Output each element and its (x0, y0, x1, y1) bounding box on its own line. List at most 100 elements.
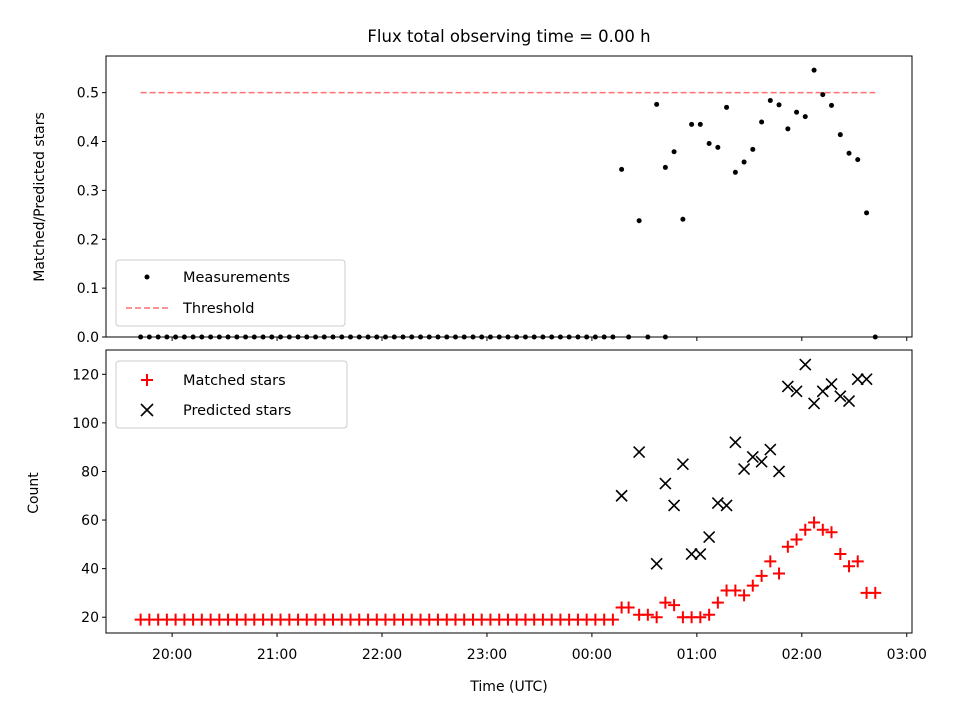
bottom-plot-marks (134, 358, 882, 626)
matched-star-marker (746, 579, 759, 592)
measurement-point (811, 67, 817, 73)
x-tick-label: 03:00 (887, 647, 927, 663)
matched-star-marker (729, 584, 742, 597)
bottom-legend-box (115, 360, 348, 429)
predicted-star-marker (816, 385, 829, 398)
matched-star-marker (816, 523, 829, 536)
legend-predicted-stars-marker (140, 403, 154, 417)
predicted-star-marker (851, 373, 864, 386)
matched-star-marker (790, 533, 803, 546)
bottom-y-ticks: 20 40 60 80 100 120 (72, 367, 106, 626)
top-y-tick-label: 0.5 (77, 86, 99, 102)
measurement-point (654, 101, 660, 107)
measurement-point (724, 104, 730, 110)
predicted-star-marker (764, 443, 777, 456)
matched-star-marker (869, 586, 882, 599)
measurement-point (715, 144, 721, 150)
matched-star-marker (650, 611, 663, 624)
predicted-star-marker (703, 530, 716, 544)
matched-star-marker (781, 540, 794, 553)
matched-star-marker (851, 555, 864, 568)
top-y-tick-label: 0.0 (77, 330, 99, 346)
measurement-point (864, 210, 870, 216)
legend-predicted-stars-label: Predicted stars (183, 403, 291, 419)
predicted-star-marker (720, 499, 733, 512)
measurement-point (706, 140, 712, 146)
measurement-point (697, 121, 703, 127)
matched-star-marker (703, 608, 716, 621)
top-panel: 0.0 0.1 0.2 0.3 0.4 0.5 Matched/Predicted sta… (32, 55, 913, 346)
measurement-point (837, 132, 843, 138)
measurement-point (750, 146, 756, 152)
predicted-star-marker (659, 477, 672, 490)
bottom-y-tick-label: 20 (81, 610, 99, 626)
bottom-y-tick-label: 40 (81, 562, 99, 578)
top-y-tick-label: 0.2 (77, 232, 99, 248)
bottom-y-tick-label: 100 (72, 416, 99, 432)
matched-star-marker (659, 596, 672, 609)
matched-star-marker (622, 601, 635, 614)
predicted-star-marker (685, 547, 698, 561)
measurement-point (776, 102, 782, 108)
measurement-point (829, 102, 835, 108)
predicted-star-marker (615, 489, 628, 502)
legend-measurements-marker (144, 274, 150, 280)
matched-star-marker (825, 526, 838, 539)
measurement-point (820, 92, 826, 98)
matched-star-marker (808, 516, 821, 529)
x-tick-label: 23:00 (467, 647, 507, 663)
predicted-star-marker (799, 358, 812, 371)
measurement-point (802, 114, 808, 120)
top-y-tick-label: 0.1 (77, 281, 99, 297)
measurement-point (619, 166, 625, 172)
measurement-point (855, 157, 861, 163)
top-legend: Measurements Threshold (115, 259, 346, 327)
legend-matched-stars-label: Matched stars (183, 373, 286, 389)
matched-star-marker (668, 599, 681, 612)
predicted-star-marker (668, 499, 681, 512)
legend-measurements-label: Measurements (183, 270, 290, 286)
predicted-star-marker (790, 385, 803, 398)
measurement-point (759, 119, 765, 125)
legend-threshold-label: Threshold (182, 301, 254, 317)
predicted-star-marker (808, 397, 821, 410)
top-y-tick-label: 0.4 (77, 135, 99, 151)
predicted-star-marker (772, 465, 786, 478)
matched-star-marker (834, 548, 847, 561)
matched-star-marker (606, 613, 619, 626)
predicted-star-marker (711, 496, 724, 510)
measurement-point (689, 121, 695, 127)
matched-star-marker (773, 567, 786, 580)
predicted-star-marker (694, 547, 707, 561)
matched-star-marker (694, 611, 707, 624)
measurement-point (785, 126, 791, 132)
measurement-point (741, 159, 747, 165)
predicted-star-marker (738, 462, 751, 476)
predicted-star-marker (825, 377, 838, 391)
predicted-star-marker (781, 380, 794, 393)
x-tick-label: 00:00 (572, 647, 612, 663)
matched-star-marker (711, 596, 724, 609)
x-tick-label: 01:00 (677, 647, 717, 663)
x-tick-label: 02:00 (782, 647, 822, 663)
top-legend-box (115, 259, 346, 327)
legend-matched-stars-marker (141, 374, 153, 386)
predicted-star-marker (755, 455, 768, 468)
bottom-panel: 20 40 60 80 100 120 20:00 21:00 22:00 23:00 00:00… (26, 349, 927, 695)
measurement-point (680, 216, 686, 222)
matched-star-marker (755, 569, 768, 582)
measurement-point (846, 150, 852, 156)
top-y-ticks: 0.0 0.1 0.2 0.3 0.4 0.5 (77, 86, 106, 346)
matched-star-marker (799, 523, 812, 536)
bottom-y-tick-label: 60 (81, 513, 99, 529)
measurement-point (671, 149, 677, 155)
matched-star-marker (764, 555, 777, 568)
top-plot-frame (105, 55, 913, 338)
predicted-star-marker (746, 450, 759, 463)
predicted-star-marker (650, 557, 663, 570)
x-tick-label: 22:00 (362, 647, 402, 663)
predicted-star-marker (676, 458, 689, 471)
predicted-star-marker (633, 445, 646, 459)
matched-star-marker (641, 608, 654, 621)
